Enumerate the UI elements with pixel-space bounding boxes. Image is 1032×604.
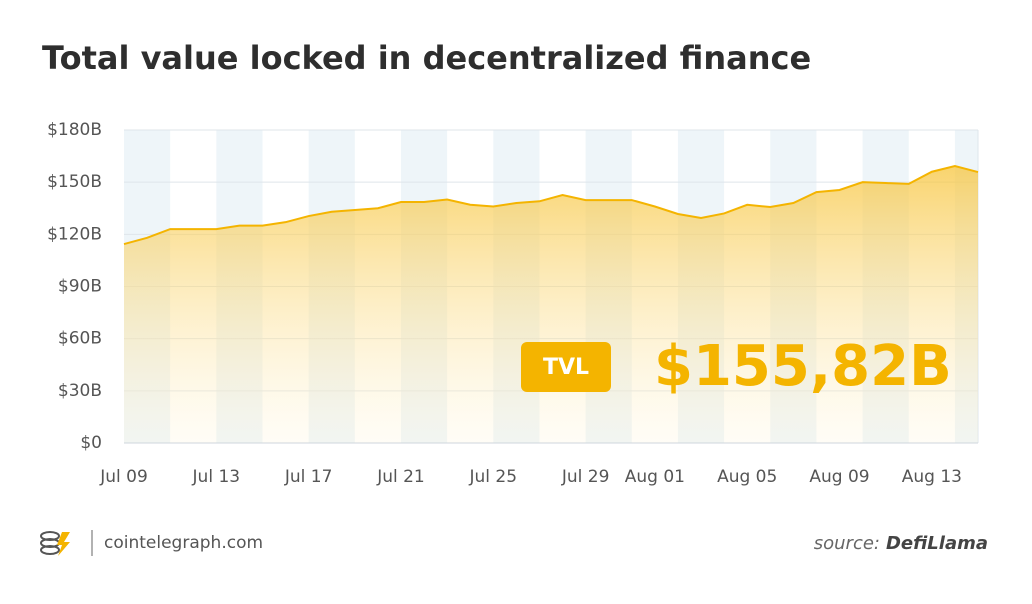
y-tick-label: $30B bbox=[58, 381, 102, 401]
y-tick-label: $150B bbox=[47, 172, 102, 192]
tvl-value: $155,82B bbox=[654, 334, 952, 399]
brand: cointelegraph.com bbox=[104, 533, 263, 553]
x-tick-label: Jul 09 bbox=[99, 467, 148, 487]
x-tick-label: Jul 25 bbox=[469, 467, 518, 487]
line bbox=[123, 164, 979, 246]
chart-title: Total value locked in decentralized fina… bbox=[42, 39, 811, 77]
x-tick-label: Aug 09 bbox=[809, 467, 869, 487]
y-tick-label: $90B bbox=[58, 277, 102, 297]
y-tick-label: $0 bbox=[80, 433, 102, 453]
y-tick-label: $60B bbox=[58, 329, 102, 349]
badge bbox=[521, 342, 611, 392]
logo bbox=[40, 530, 93, 556]
source: source: DefiLlama bbox=[814, 533, 988, 554]
plot bbox=[123, 164, 979, 443]
y-tick-label: $120B bbox=[47, 224, 102, 244]
x-tick-label: Jul 13 bbox=[192, 467, 241, 487]
source-name: DefiLlama bbox=[886, 533, 988, 554]
y-tick-label: $180B bbox=[47, 120, 102, 140]
area bbox=[124, 165, 978, 443]
x-tick-label: Aug 01 bbox=[625, 467, 685, 487]
badge-label: TVL bbox=[543, 355, 589, 380]
x-tick-label: Jul 29 bbox=[561, 467, 610, 487]
x-tick-label: Aug 05 bbox=[717, 467, 777, 487]
x-tick-label: Jul 17 bbox=[284, 467, 333, 487]
source-prefix: source: bbox=[814, 533, 880, 554]
x-tick-label: Jul 21 bbox=[376, 467, 425, 487]
x-tick-label: Aug 13 bbox=[902, 467, 962, 487]
